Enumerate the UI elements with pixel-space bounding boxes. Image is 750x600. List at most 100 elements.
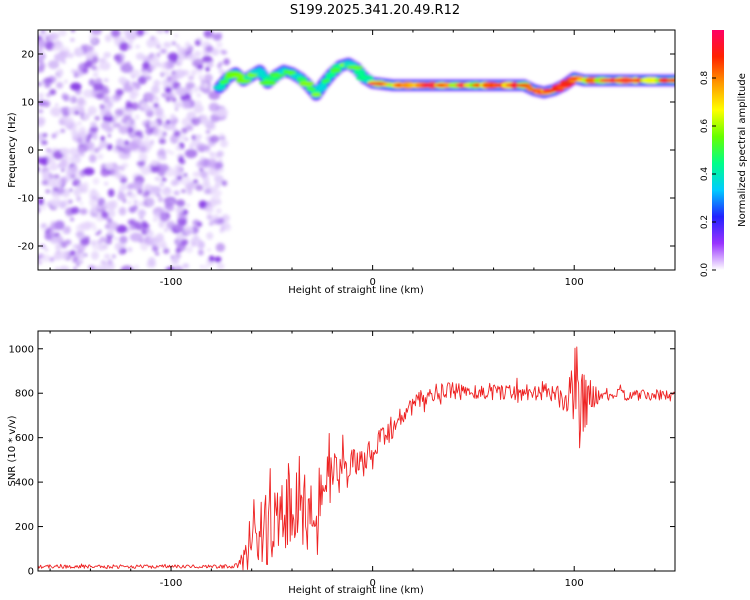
noise-speck xyxy=(55,130,60,136)
noise-speck xyxy=(218,68,225,75)
noise-speck xyxy=(196,143,208,153)
noise-speck xyxy=(74,110,79,115)
noise-speck xyxy=(59,201,67,209)
spectrogram-noise-region xyxy=(38,30,232,270)
noise-speck xyxy=(88,265,93,270)
noise-speck xyxy=(206,214,213,220)
noise-speck xyxy=(101,87,110,95)
noise-speck xyxy=(38,108,44,114)
noise-speck xyxy=(182,263,190,269)
noise-speck xyxy=(216,150,224,158)
noise-speck xyxy=(153,79,161,88)
noise-speck xyxy=(86,133,93,139)
noise-speck xyxy=(49,228,55,235)
noise-speck xyxy=(118,206,127,216)
noise-speck xyxy=(77,147,85,155)
noise-speck xyxy=(113,54,122,61)
noise-speck xyxy=(112,148,120,153)
noise-speck xyxy=(39,30,48,39)
noise-speck xyxy=(208,255,215,262)
ridge-blob xyxy=(230,73,247,79)
noise-speck xyxy=(137,75,147,85)
noise-speck xyxy=(102,57,107,62)
noise-speck xyxy=(46,93,51,98)
noise-speck xyxy=(57,68,63,75)
noise-speck xyxy=(89,191,101,201)
noise-speck xyxy=(139,102,147,109)
noise-speck xyxy=(74,156,82,164)
noise-speck xyxy=(63,156,69,162)
noise-speck xyxy=(193,179,199,184)
noise-speck xyxy=(50,220,55,225)
spectrogram-ridge xyxy=(212,56,675,102)
noise-speck xyxy=(70,38,75,42)
noise-speck xyxy=(62,93,68,97)
noise-speck xyxy=(194,100,202,107)
noise-speck xyxy=(209,151,215,158)
noise-speck xyxy=(158,163,170,172)
noise-speck xyxy=(173,190,180,196)
noise-speck xyxy=(159,182,165,187)
noise-speck xyxy=(82,67,89,74)
noise-speck xyxy=(156,52,161,58)
noise-speck xyxy=(144,92,156,101)
noise-speck xyxy=(105,237,112,245)
noise-speck xyxy=(153,238,166,248)
noise-speck xyxy=(174,69,185,79)
noise-speck xyxy=(121,162,129,169)
noise-speck xyxy=(115,224,128,234)
noise-speck xyxy=(55,187,65,195)
ridge-blob xyxy=(310,92,322,98)
ridge-blob xyxy=(256,73,270,78)
noise-speck xyxy=(211,197,215,201)
noise-speck xyxy=(43,77,53,85)
noise-speck xyxy=(221,224,232,232)
noise-speck xyxy=(173,102,182,108)
noise-speck xyxy=(99,236,107,243)
noise-speck xyxy=(107,133,111,138)
noise-speck xyxy=(110,30,121,38)
noise-speck xyxy=(174,253,182,259)
colorbar: 0.0 0.2 0.4 0.6 0.8 Normalized spectral ampl… xyxy=(700,30,748,277)
noise-speck xyxy=(187,101,191,105)
noise-speck xyxy=(221,180,228,187)
noise-speck xyxy=(151,160,158,167)
noise-speck xyxy=(215,161,224,169)
noise-speck xyxy=(70,217,75,222)
noise-speck xyxy=(67,52,75,59)
y-tick-label: -10 xyxy=(18,194,34,205)
noise-speck xyxy=(71,129,79,137)
noise-speck xyxy=(174,164,182,171)
noise-speck xyxy=(153,36,157,40)
noise-speck xyxy=(133,199,138,205)
noise-speck xyxy=(70,250,76,256)
noise-speck xyxy=(185,82,195,89)
noise-speck xyxy=(215,242,226,252)
noise-speck xyxy=(42,172,50,178)
noise-speck xyxy=(175,119,179,123)
noise-speck xyxy=(149,56,160,65)
noise-speck xyxy=(103,95,110,104)
noise-speck xyxy=(161,186,172,196)
noise-speck xyxy=(95,232,100,236)
noise-speck xyxy=(118,125,129,135)
noise-speck xyxy=(130,102,139,111)
noise-speck xyxy=(163,41,172,48)
noise-speck xyxy=(38,62,46,70)
noise-speck xyxy=(38,40,39,43)
noise-speck xyxy=(103,253,111,260)
noise-speck xyxy=(76,263,80,267)
noise-speck xyxy=(192,171,201,178)
noise-speck xyxy=(49,89,57,96)
noise-speck xyxy=(72,178,81,187)
noise-speck xyxy=(76,196,82,202)
noise-speck xyxy=(79,201,84,206)
noise-speck xyxy=(106,66,110,70)
x-tick-label: 100 xyxy=(565,277,584,288)
noise-speck xyxy=(196,242,200,246)
noise-speck xyxy=(60,147,70,155)
noise-speck xyxy=(149,98,154,103)
noise-speck xyxy=(38,92,44,100)
noise-speck xyxy=(214,175,224,183)
